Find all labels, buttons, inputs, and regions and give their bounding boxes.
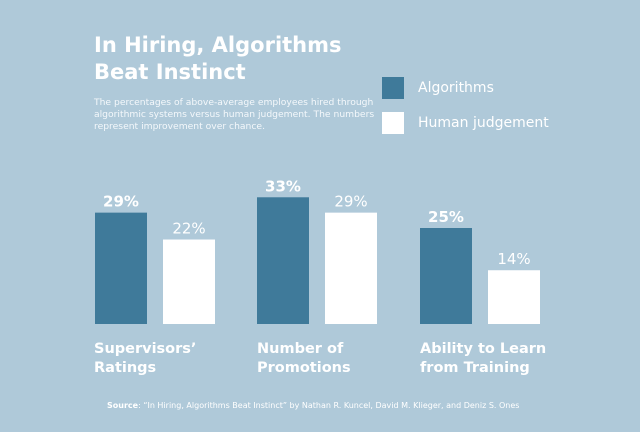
- value-label: 25%: [428, 208, 464, 226]
- bar-human: [325, 212, 377, 324]
- source-note: Source: “In Hiring, Algorithms Beat Inst…: [107, 401, 519, 410]
- bar-human: [163, 239, 215, 324]
- legend-swatch-human: [382, 112, 404, 134]
- source-text: : “In Hiring, Algorithms Beat Instinct” …: [138, 401, 520, 410]
- chart-subtitle: The percentages of above-average employe…: [94, 97, 375, 132]
- chart-title: In Hiring, Algorithms Beat Instinct: [94, 33, 342, 84]
- legend-label: Algorithms: [418, 80, 494, 96]
- value-label: 33%: [265, 177, 301, 195]
- value-label: 29%: [103, 193, 139, 211]
- legend-item-human: Human judgement: [382, 111, 549, 135]
- bar-algorithms: [420, 228, 472, 324]
- value-label: 14%: [497, 250, 530, 268]
- value-label: 22%: [172, 220, 205, 238]
- value-label: 29%: [334, 193, 367, 211]
- source-label: Source: [107, 401, 139, 410]
- bar-algorithms: [95, 212, 147, 324]
- category-label: Ability to Learn from Training: [420, 341, 547, 376]
- bar-human: [488, 270, 540, 324]
- bar-algorithms: [257, 197, 309, 324]
- legend-item-algorithms: Algorithms: [382, 76, 549, 100]
- category-label: Supervisors’ Ratings: [94, 341, 197, 376]
- category-label: Number of Promotions: [257, 341, 351, 376]
- legend-label: Human judgement: [418, 115, 549, 131]
- legend: Algorithms Human judgement: [382, 76, 549, 146]
- legend-swatch-algorithms: [382, 77, 404, 99]
